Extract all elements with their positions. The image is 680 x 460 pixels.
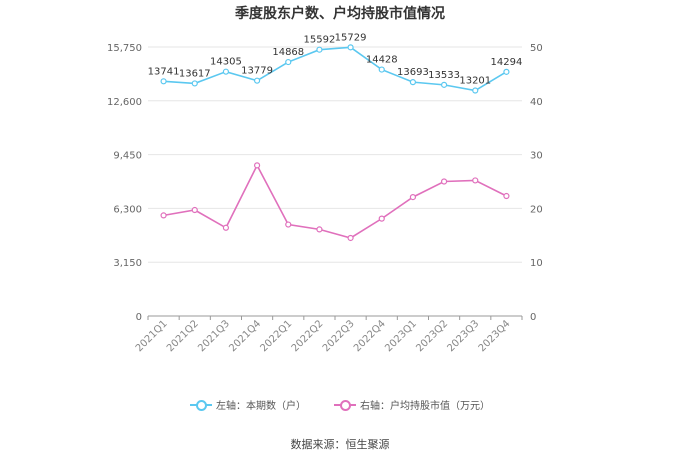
y-left-tick-label: 6,300 [113, 204, 142, 215]
y-left-tick-label: 0 [136, 312, 142, 323]
x-tick-label: 2021Q4 [227, 318, 263, 354]
y-right-tick-label: 30 [530, 151, 543, 162]
y-right-tick-label: 0 [530, 312, 536, 323]
data-label: 15592 [304, 35, 336, 46]
data-point-1 [440, 81, 448, 88]
x-tick-label: 2022Q1 [259, 318, 295, 354]
x-tick-label: 2023Q2 [414, 318, 450, 354]
data-label: 13533 [428, 70, 460, 81]
x-tick-label: 2021Q3 [196, 318, 232, 354]
data-point-1 [191, 80, 198, 87]
series-line-2 [163, 163, 507, 239]
x-tick-label: 2023Q4 [477, 318, 513, 354]
data-point-2 [503, 192, 510, 200]
data-label: 14294 [491, 57, 523, 68]
data-point-1 [285, 58, 292, 66]
x-tick-label: 2022Q3 [321, 318, 357, 354]
data-point-1 [222, 68, 230, 75]
data-point-2 [222, 224, 230, 231]
legend-item-avg-value[interactable]: 右轴：户均持股市值（万元） [334, 397, 490, 412]
data-point-2 [472, 177, 479, 184]
y-right-tick-label: 10 [530, 258, 543, 269]
data-label: 14428 [366, 55, 398, 66]
data-point-2 [409, 194, 417, 201]
data-label: 13693 [397, 67, 429, 78]
data-label: 15729 [335, 32, 367, 43]
data-point-1 [472, 87, 479, 94]
legend-marker-avg-value [334, 399, 356, 411]
legend-item-households[interactable]: 左轴：本期数（户） [190, 397, 306, 412]
data-point-2 [316, 226, 323, 233]
data-label: 13741 [148, 66, 180, 77]
legend-label-households: 左轴：本期数（户） [216, 401, 306, 412]
data-point-1 [347, 44, 354, 51]
y-left-tick-label: 9,450 [113, 151, 142, 162]
y-right-tick-label: 50 [530, 43, 543, 54]
data-label: 14868 [272, 47, 304, 58]
y-right-tick-label: 40 [530, 97, 543, 108]
data-label: 13617 [179, 68, 211, 79]
x-tick-label: 2021Q1 [134, 318, 170, 354]
data-point-1 [316, 46, 323, 53]
legend-marker-households [190, 399, 212, 411]
x-tick-label: 2022Q4 [352, 318, 388, 354]
source-note: 数据来源：恒生聚源 [290, 438, 390, 451]
x-tick-label: 2023Q3 [446, 318, 482, 354]
data-label: 14305 [210, 57, 242, 68]
data-point-2 [285, 221, 292, 228]
legend-label-avg-value: 右轴：户均持股市值（万元） [360, 401, 490, 412]
data-label: 13779 [241, 66, 273, 77]
chart-title: 季度股东户数、户均持股市值情况 [235, 6, 445, 22]
y-left-tick-label: 3,150 [113, 258, 142, 269]
series-line-1 [163, 46, 507, 92]
data-point-1 [503, 68, 510, 75]
y-left-tick-label: 15,750 [107, 43, 142, 54]
data-point-1 [160, 78, 167, 85]
x-tick-label: 2022Q2 [290, 318, 326, 354]
data-label: 13201 [459, 76, 491, 87]
y-left-tick-label: 12,600 [107, 97, 142, 108]
legend: 左轴：本期数（户） 右轴：户均持股市值（万元） [0, 397, 680, 412]
data-point-1 [378, 66, 385, 73]
data-point-2 [191, 206, 198, 214]
y-right-tick-label: 20 [530, 204, 543, 215]
data-point-2 [440, 178, 448, 185]
data-point-2 [253, 162, 261, 169]
data-point-1 [253, 77, 261, 84]
x-tick-label: 2021Q2 [165, 318, 201, 354]
data-point-2 [347, 234, 354, 242]
data-point-2 [378, 215, 385, 222]
x-tick-label: 2023Q1 [383, 318, 419, 354]
data-point-1 [409, 79, 417, 86]
data-point-2 [160, 212, 167, 219]
